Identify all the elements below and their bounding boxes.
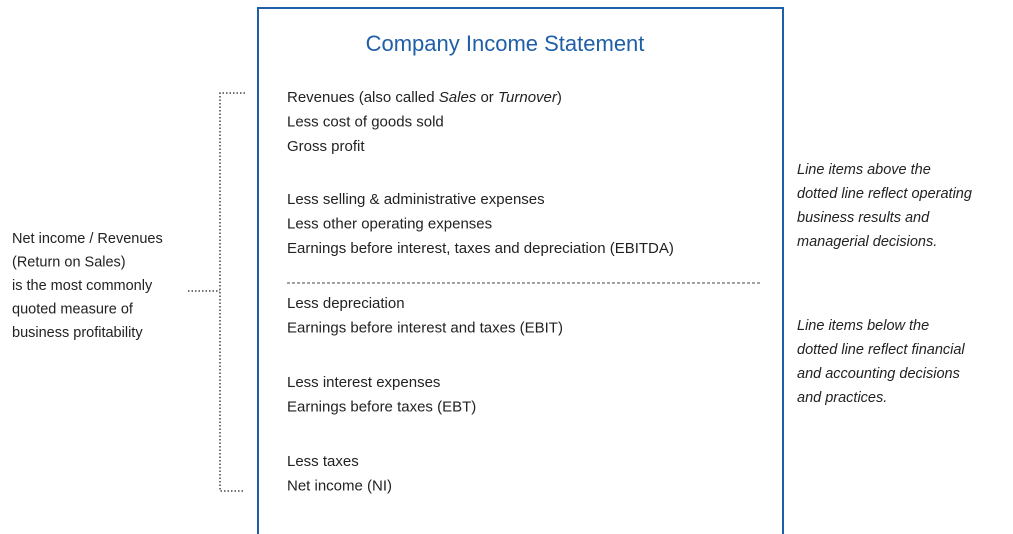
left-note-line: Net income / Revenues — [12, 231, 163, 247]
statement-line: Less depreciation — [287, 295, 405, 312]
text-part: Turnover — [498, 89, 558, 106]
left-note-line: (Return on Sales) — [12, 254, 126, 270]
statement-box — [257, 7, 784, 534]
text-part: Less taxes — [287, 453, 359, 470]
text-part: Less interest expenses — [287, 374, 440, 391]
right-note-line: Line items below the — [797, 318, 929, 334]
text-part: Sales — [439, 89, 477, 106]
text-part: Revenues (also called — [287, 89, 439, 106]
left-note-line: is the most commonly — [12, 278, 153, 294]
statement-line: Gross profit — [287, 138, 365, 155]
text-part: Less depreciation — [287, 295, 405, 312]
bracket — [188, 92, 245, 492]
right-note-line: managerial decisions. — [797, 234, 937, 250]
text-part: ) — [557, 89, 562, 106]
text-part: Less selling & administrative expenses — [287, 191, 545, 208]
statement-line: Earnings before interest, taxes and depr… — [287, 240, 674, 257]
right-note-line: dotted line reflect operating — [797, 186, 972, 202]
left-note-line: business profitability — [12, 325, 143, 341]
text-part: or — [476, 89, 498, 106]
left-note-line: quoted measure of — [12, 301, 134, 317]
text-part: Less other operating expenses — [287, 215, 492, 232]
statement-line: Less taxes — [287, 453, 359, 470]
statement-line: Earnings before interest and taxes (EBIT… — [287, 319, 563, 336]
right-note-line: and accounting decisions — [797, 366, 960, 382]
statement-line: Less interest expenses — [287, 374, 440, 391]
statement-line: Less cost of goods sold — [287, 113, 444, 130]
text-part: Gross profit — [287, 138, 365, 155]
right-note-line: and practices. — [797, 390, 887, 406]
statement-line: Net income (NI) — [287, 477, 392, 494]
text-part: Earnings before interest, taxes and depr… — [287, 240, 674, 257]
title: Company Income Statement — [366, 31, 645, 56]
text-part: Net income (NI) — [287, 477, 392, 494]
right-note-line: business results and — [797, 210, 930, 226]
right-note-line: dotted line reflect financial — [797, 342, 965, 358]
statement-line: Less selling & administrative expenses — [287, 191, 545, 208]
right-note-line: Line items above the — [797, 162, 931, 178]
statement-line: Earnings before taxes (EBT) — [287, 398, 476, 415]
statement-line: Revenues (also called Sales or Turnover) — [287, 89, 562, 106]
text-part: Earnings before interest and taxes (EBIT… — [287, 319, 563, 336]
text-part: Earnings before taxes (EBT) — [287, 398, 476, 415]
text-part: Less cost of goods sold — [287, 113, 444, 130]
statement-line: Less other operating expenses — [287, 215, 492, 232]
